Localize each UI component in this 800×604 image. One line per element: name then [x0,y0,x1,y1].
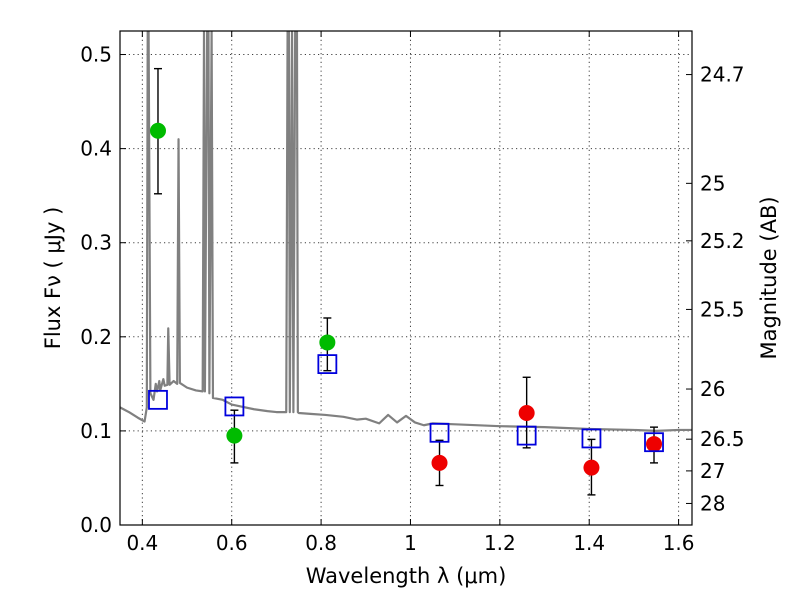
x-tick-label: 1.2 [484,531,516,555]
blue-model-square [516,425,537,446]
y-tick-label: 0.2 [80,325,112,349]
marker-layer [148,122,664,476]
x-axis-label: Wavelength λ (μm) [306,564,507,588]
red-data-point [646,436,663,453]
x-tick-label: 0.4 [126,531,158,555]
blue-model-square [224,396,245,417]
green-data-point [149,122,166,139]
blue-model-square [581,428,602,449]
blue-model-square [644,432,664,453]
x-tick-label: 1.6 [663,531,695,555]
x-tick-label: 0.6 [216,531,248,555]
y2-tick-label: 25.5 [700,297,745,321]
axis-layer: 0.4 0.6 0.8 1 1.2 1.4 1.6 0.0 0.1 0.2 0.3 0.4 0.5 24.… [80,30,745,555]
y2-tick-label: 25.2 [700,229,745,253]
x-tick-label: 1 [404,531,417,555]
y-tick-label: 0.1 [80,419,112,443]
y2-tick-label: 24.7 [700,63,745,87]
red-data-point [518,405,535,422]
y2-tick-label: 28 [700,491,725,515]
blue-model-square [429,422,450,443]
y-axis-label: Flux Fν ( μJy ) [41,207,65,350]
green-data-point [226,427,243,444]
y-tick-label: 0.3 [80,231,112,255]
x-tick-label: 0.8 [305,531,337,555]
y2-axis-label: Magnitude (AB) [757,196,781,359]
plot-frame [119,30,693,526]
red-data-point [583,459,600,476]
y2-tick-label: 27 [700,459,725,483]
y2-tick-label: 25 [700,171,725,195]
y-tick-label: 0.0 [80,513,112,537]
green-data-point [319,334,336,351]
blue-model-square [148,389,168,410]
blue-model-square [317,354,338,374]
template-layer [120,31,692,432]
template-spectrum-line [120,31,692,432]
y-tick-label: 0.5 [80,43,112,67]
red-data-point [431,454,448,471]
y2-tick-label: 26.5 [700,427,745,451]
y-tick-label: 0.4 [80,137,112,161]
x-tick-label: 1.4 [573,531,605,555]
y2-tick-label: 26 [700,377,725,401]
